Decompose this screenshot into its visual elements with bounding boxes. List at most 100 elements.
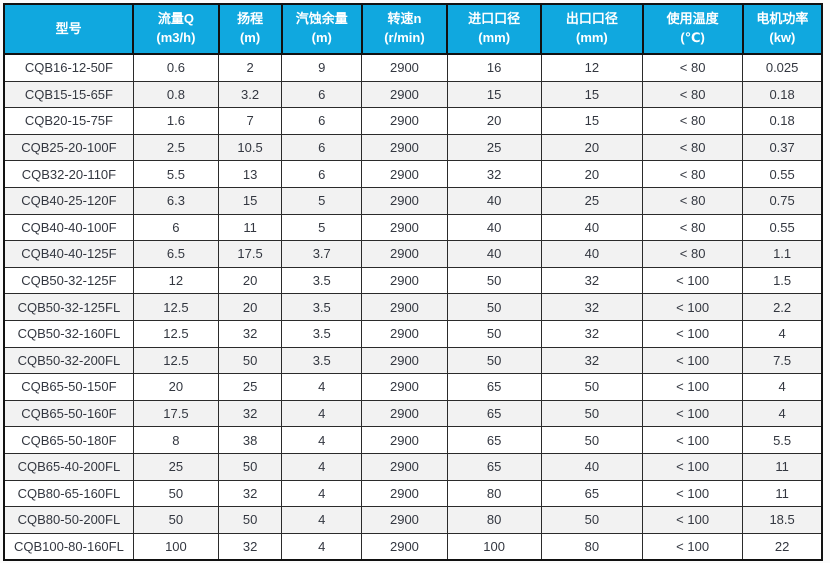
value-cell: 5.5 [132, 160, 220, 188]
value-cell: 40 [540, 240, 644, 268]
value-cell: 65 [540, 479, 644, 508]
model-cell: CQB20-15-75F [3, 107, 134, 135]
value-cell: 25 [132, 452, 220, 481]
value-cell: 80 [446, 506, 542, 534]
value-cell: 2900 [361, 452, 448, 481]
column-header-line2: (m) [239, 30, 261, 45]
value-cell: 0.55 [742, 213, 823, 242]
value-cell: 0.18 [742, 80, 823, 109]
value-cell: < 80 [641, 240, 744, 268]
value-cell: 100 [446, 532, 542, 561]
model-cell: CQB100-80-160FL [3, 532, 134, 561]
value-cell: 20 [132, 373, 220, 401]
value-cell: 2900 [361, 213, 448, 242]
value-cell: 12.5 [132, 346, 220, 375]
value-cell: 15 [446, 80, 542, 109]
value-cell: 12 [540, 53, 644, 82]
value-cell: 2 [218, 53, 283, 82]
column-header-4: 转速n (r/min) [360, 3, 449, 55]
table-row: CQB40-40-100F 6 11 5 2900 40 40 < 80 0.55 [3, 213, 823, 242]
value-cell: 2900 [361, 426, 448, 454]
value-cell: 2900 [361, 506, 448, 534]
value-cell: 2900 [361, 373, 448, 401]
value-cell: 8 [132, 426, 220, 454]
value-cell: 3.5 [281, 319, 363, 348]
value-cell: 25 [446, 133, 542, 162]
value-cell: < 100 [641, 373, 744, 401]
column-header-line1: 出口口径 [565, 11, 618, 27]
column-header-line1: 电机功率 [756, 11, 809, 27]
value-cell: < 100 [641, 399, 744, 428]
value-cell: 1.5 [742, 266, 823, 295]
value-cell: 4 [281, 426, 363, 454]
pump-spec-table: 型号 流量Q (m3/h) 扬程 (m) 汽蚀余量 (m) 转速n (r/min) 进口口径 (mm… [2, 3, 824, 562]
value-cell: 80 [446, 479, 542, 508]
value-cell: 32 [218, 532, 283, 561]
model-cell: CQB16-12-50F [3, 53, 134, 82]
column-header-line1: 转速n [387, 11, 422, 27]
value-cell: 12.5 [132, 319, 220, 348]
table-row: CQB16-12-50F 0.6 2 9 2900 16 12 < 80 0.025 [3, 53, 823, 82]
model-cell: CQB15-15-65F [3, 80, 134, 109]
value-cell: < 100 [641, 506, 744, 534]
model-cell: CQB80-50-200FL [3, 506, 134, 534]
value-cell: 4 [281, 399, 363, 428]
value-cell: 100 [132, 532, 220, 561]
column-header-line1: 汽蚀余量 [295, 11, 348, 27]
value-cell: 11 [742, 452, 823, 481]
value-cell: 50 [540, 399, 644, 428]
value-cell: 4 [742, 319, 823, 348]
model-cell: CQB50-32-125F [3, 266, 134, 295]
value-cell: 25 [540, 186, 644, 215]
table-row: CQB40-40-125F 6.5 17.5 3.7 2900 40 40 < 80 1.1 [3, 240, 823, 268]
value-cell: 17.5 [132, 399, 220, 428]
value-cell: 50 [540, 426, 644, 454]
value-cell: 6 [281, 160, 363, 188]
value-cell: 2900 [361, 107, 448, 135]
table-row: CQB50-32-200FL 12.5 50 3.5 2900 50 32 < 100 7.5 [3, 346, 823, 375]
table-row: CQB50-32-125F 12 20 3.5 2900 50 32 < 100 1.5 [3, 266, 823, 295]
value-cell: 20 [446, 107, 542, 135]
value-cell: 65 [446, 452, 542, 481]
column-header-line2: (mm) [575, 30, 608, 45]
value-cell: 6 [281, 80, 363, 109]
value-cell: < 100 [641, 452, 744, 481]
value-cell: 0.025 [742, 53, 823, 82]
value-cell: 3.5 [281, 346, 363, 375]
value-cell: < 80 [641, 133, 744, 162]
value-cell: 2900 [361, 80, 448, 109]
value-cell: 4 [281, 479, 363, 508]
value-cell: 17.5 [218, 240, 283, 268]
model-cell: CQB40-25-120F [3, 186, 134, 215]
value-cell: 3.7 [281, 240, 363, 268]
value-cell: 32 [540, 319, 644, 348]
value-cell: 0.8 [132, 80, 220, 109]
column-header-line2: (m) [311, 30, 332, 45]
model-cell: CQB25-20-100F [3, 133, 134, 162]
table-row: CQB32-20-110F 5.5 13 6 2900 32 20 < 80 0.55 [3, 160, 823, 188]
value-cell: 6 [281, 133, 363, 162]
value-cell: 50 [540, 373, 644, 401]
model-cell: CQB80-65-160FL [3, 479, 134, 508]
column-header-3: 汽蚀余量 (m) [280, 3, 363, 55]
value-cell: 4 [742, 399, 823, 428]
column-header-line1: 使用温度 [666, 11, 719, 27]
value-cell: 1.1 [742, 240, 823, 268]
table-row: CQB80-50-200FL 50 50 4 2900 80 50 < 100 18.5 [3, 506, 823, 534]
value-cell: 2900 [361, 240, 448, 268]
model-cell: CQB65-50-150F [3, 373, 134, 401]
column-header-6: 出口口径 (mm) [540, 3, 644, 55]
value-cell: 4 [281, 452, 363, 481]
column-header-line1: 进口口径 [468, 11, 521, 27]
model-cell: CQB32-20-110F [3, 160, 134, 188]
value-cell: < 80 [641, 160, 744, 188]
column-header-line2: (℃) [680, 30, 705, 45]
column-header-5: 进口口径 (mm) [446, 3, 543, 55]
value-cell: 2900 [361, 532, 448, 561]
value-cell: < 80 [641, 53, 744, 82]
column-header-line2: (mm) [478, 30, 511, 45]
table-row: CQB65-50-180F 8 38 4 2900 65 50 < 100 5.5 [3, 426, 823, 454]
column-header-8: 电机功率 (kw) [741, 3, 824, 55]
value-cell: 0.37 [742, 133, 823, 162]
value-cell: 4 [742, 373, 823, 401]
